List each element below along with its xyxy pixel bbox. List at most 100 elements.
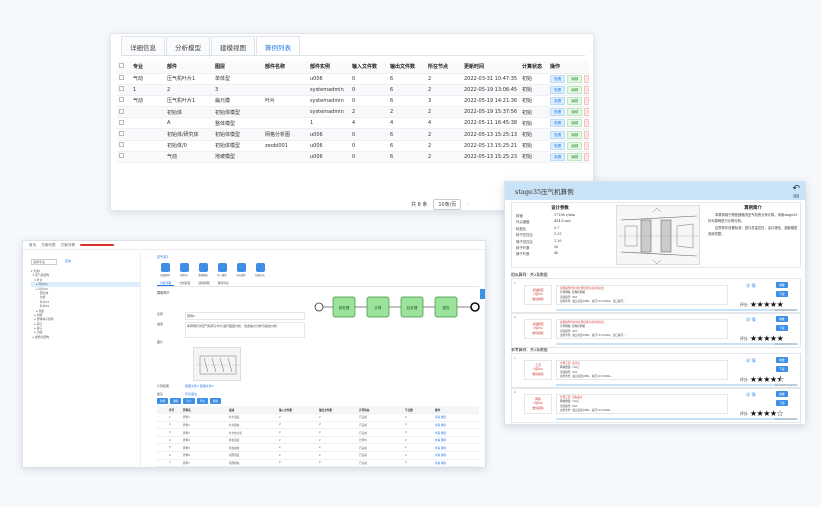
name-field[interactable]: 算例1 [185, 312, 305, 320]
description-field[interactable]: 本算例针对压气机转子叶片进行强度分析，包含静力分析与模态分析 [185, 322, 305, 338]
detail-link[interactable]: 详 情 [746, 392, 756, 397]
back-button[interactable]: ↶ 返回 [792, 185, 800, 199]
discipline-select[interactable]: 选择专业 [31, 259, 57, 265]
delete-button[interactable]: 删除 [584, 141, 589, 150]
edit-button[interactable]: 编辑 [567, 85, 583, 94]
action-button[interactable]: 删除 [170, 398, 182, 404]
tree-node[interactable]: ▸ 叶片02 [31, 286, 48, 291]
delete-button[interactable]: 删除 [584, 85, 589, 94]
star-rating-icon[interactable]: ★★★★★ [749, 334, 784, 343]
edit-button[interactable]: 编辑 [567, 74, 583, 83]
checkbox[interactable] [119, 142, 124, 148]
action-button[interactable]: 导出 [196, 398, 208, 404]
tool-button[interactable]: 导出模型 [233, 263, 249, 277]
star-rating-icon[interactable]: ★★★★★ [749, 300, 784, 309]
delete-button[interactable]: 删除 [584, 108, 589, 117]
row-checkbox[interactable] [117, 84, 131, 96]
view-button[interactable]: 查看 [550, 74, 566, 83]
row-checkbox[interactable] [117, 106, 131, 119]
tool-button[interactable]: 模型树 [176, 263, 192, 277]
row-checkbox[interactable] [117, 151, 131, 164]
delete-button[interactable]: 删除 [584, 119, 589, 128]
favorite-button[interactable]: 收藏 [776, 391, 788, 397]
favorite-button[interactable]: 收藏 [776, 357, 788, 363]
view-button[interactable]: 查看 [550, 141, 566, 150]
tree-node[interactable]: · 研究体 [31, 290, 49, 295]
tool-button[interactable]: 参数模板 [195, 263, 211, 277]
edit-button[interactable]: 编辑 [567, 141, 583, 150]
edit-button[interactable]: 编辑 [567, 119, 583, 128]
edit-button[interactable]: 编辑 [567, 152, 583, 161]
row-checkbox[interactable] [117, 117, 131, 130]
tool-button[interactable]: 创建算例 [157, 263, 173, 277]
flow-node[interactable]: 前处理 [332, 296, 367, 318]
checkbox[interactable] [119, 97, 124, 103]
tree-node[interactable]: ▸ 轮盘 [31, 308, 45, 313]
download-button[interactable]: 下载 [776, 366, 788, 372]
row-actions[interactable]: 查看 删除 [433, 421, 479, 430]
nav-home[interactable]: 首页 [29, 242, 37, 247]
tree-node[interactable]: ▸ 静子 [31, 326, 43, 331]
row-checkbox[interactable] [117, 140, 131, 152]
tree-node[interactable]: ▾ 叶片 [31, 277, 43, 282]
star-rating-icon[interactable]: ★★★★☆ [749, 409, 784, 418]
delete-button[interactable]: 删除 [584, 74, 589, 83]
flow-node[interactable]: 报告 [434, 296, 471, 318]
page-size-select[interactable]: 10条/页 [433, 199, 462, 210]
checkbox[interactable] [119, 119, 124, 125]
action-button[interactable]: 新增 [157, 398, 169, 404]
checkbox[interactable] [119, 75, 124, 81]
view-button[interactable]: 查看 [550, 85, 566, 94]
view-button[interactable]: 查看 [550, 96, 566, 105]
prev-page-button[interactable]: ‹ [467, 201, 470, 208]
checkbox[interactable] [119, 153, 124, 159]
checkbox[interactable] [119, 86, 124, 92]
edit-button[interactable]: 编辑 [567, 96, 583, 105]
sub-tab[interactable]: 分析流程 [157, 281, 175, 286]
tree-node[interactable]: · 分析 [31, 295, 46, 300]
delete-button[interactable]: 删除 [584, 96, 589, 105]
view-button[interactable]: 查看 [550, 130, 566, 139]
tree-node[interactable]: ▸ 燃烧室结构 [31, 334, 50, 339]
checkbox[interactable] [119, 131, 124, 137]
view-button[interactable]: 查看 [550, 152, 566, 161]
result-links[interactable]: 结果文件1 结果文件2 [185, 384, 214, 388]
sub-tab[interactable]: 分析模型 [179, 281, 191, 285]
action-button[interactable]: 刷新 [209, 398, 221, 404]
tool-button[interactable]: 导入模型 [214, 263, 230, 277]
row-actions[interactable]: 查看 删除 [433, 443, 479, 453]
tab-model-view[interactable]: 建模视图 [211, 36, 255, 55]
detail-link[interactable]: 详 情 [746, 283, 756, 288]
tree-node[interactable]: · 叶片03 [31, 299, 50, 304]
tree-node[interactable]: ▸ 整体静子组件 [31, 317, 54, 322]
tab-details[interactable]: 详细信息 [121, 36, 165, 55]
tree-node[interactable]: ▾ 方案1 [31, 269, 41, 273]
flow-node[interactable]: 计算 [366, 296, 401, 318]
edit-button[interactable]: 编辑 [567, 130, 583, 139]
nav-scheme-detail[interactable]: 方案详情 [60, 242, 75, 247]
download-button[interactable]: 下载 [776, 325, 788, 331]
row-actions[interactable]: 查看 删除 [433, 459, 479, 467]
row-checkbox[interactable] [117, 73, 131, 85]
sub-tab[interactable]: 算例列表 [217, 281, 229, 285]
tree-node[interactable]: ▸ 机匣 [31, 312, 43, 317]
nav-scheme-list[interactable]: 方案列表 [41, 242, 56, 247]
row-actions[interactable]: 查看 删除 [433, 436, 479, 445]
row-checkbox[interactable] [117, 128, 131, 141]
tree-node[interactable]: ▸ 叶片01 [31, 282, 140, 287]
tree-node[interactable]: ▾ 压气机结构 [31, 273, 50, 278]
row-checkbox[interactable] [117, 95, 131, 108]
tree-node[interactable]: ▸ 转子 [31, 321, 43, 326]
sub-tab[interactable]: 建模视图 [198, 281, 210, 285]
tool-button[interactable]: 结果分析 [252, 263, 268, 277]
detail-link[interactable]: 详 情 [746, 317, 756, 322]
detail-link[interactable]: 详 情 [746, 358, 756, 363]
view-button[interactable]: 查看 [550, 108, 566, 117]
favorite-button[interactable]: 收藏 [776, 282, 788, 288]
tree-node[interactable]: ▸ 流道 [31, 330, 43, 335]
view-button[interactable]: 查看 [550, 119, 566, 128]
select-all-checkbox[interactable] [117, 61, 131, 74]
edit-button[interactable]: 编辑 [567, 108, 583, 117]
delete-button[interactable]: 删除 [584, 130, 589, 139]
star-rating-icon[interactable]: ★★★★⯪ [749, 375, 784, 384]
